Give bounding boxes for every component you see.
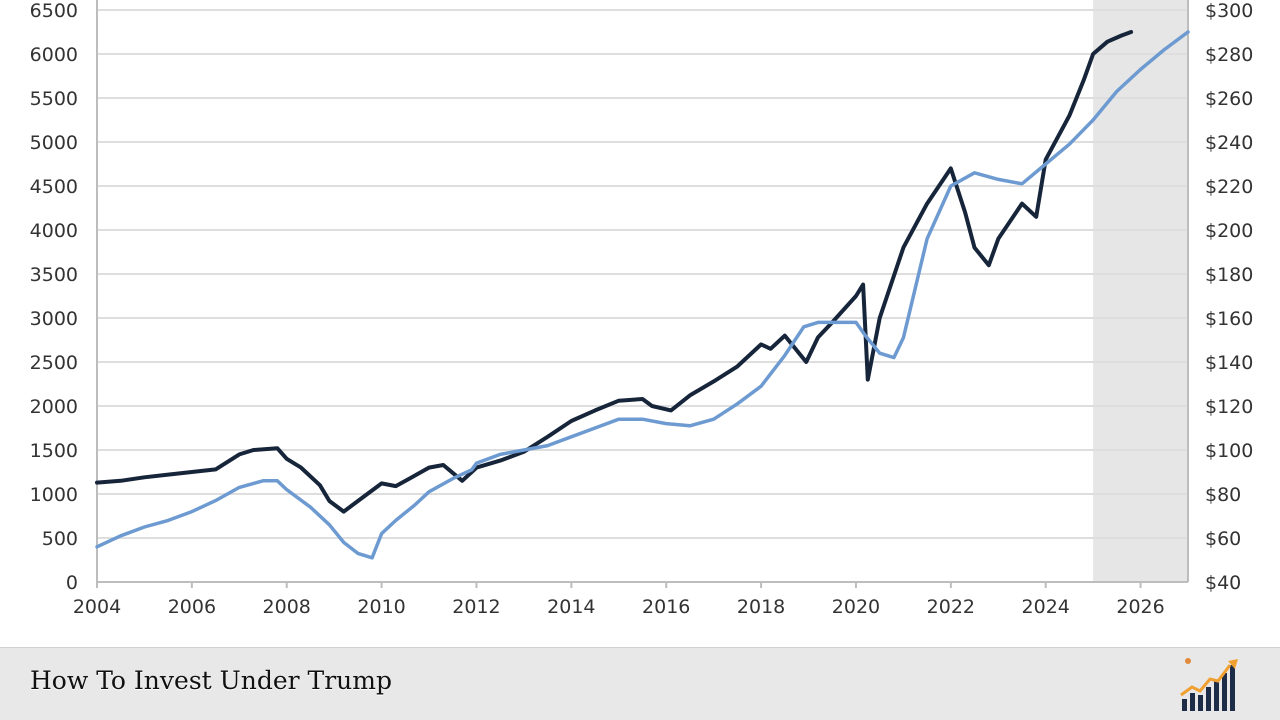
y-right-tick-label: $120 bbox=[1205, 396, 1253, 418]
y-left-tick-label: 500 bbox=[42, 528, 78, 550]
x-tick-label: 2008 bbox=[263, 596, 311, 618]
y-left-tick-label: 1000 bbox=[30, 484, 78, 506]
x-tick-label: 2018 bbox=[737, 596, 785, 618]
x-tick-label: 2024 bbox=[1022, 596, 1070, 618]
y-right-tick-label: $300 bbox=[1205, 0, 1253, 22]
y-left-tick-label: 4000 bbox=[30, 220, 78, 242]
x-tick-label: 2014 bbox=[547, 596, 595, 618]
x-tick-label: 2004 bbox=[73, 596, 121, 618]
y-right-tick-label: $80 bbox=[1205, 484, 1241, 506]
y-left-tick-label: 6500 bbox=[30, 0, 78, 22]
y-left-tick-label: 2000 bbox=[30, 396, 78, 418]
y-right-tick-label: $220 bbox=[1205, 176, 1253, 198]
y-left-tick-label: 3000 bbox=[30, 308, 78, 330]
footer-title: How To Invest Under Trump bbox=[30, 666, 392, 695]
x-tick-label: 2020 bbox=[832, 596, 880, 618]
earnings-series-line bbox=[95, 30, 1190, 560]
x-tick-label: 2012 bbox=[452, 596, 500, 618]
y-left-tick-label: 5500 bbox=[30, 88, 78, 110]
x-tick-label: 2006 bbox=[168, 596, 216, 618]
y-left-tick-label: 0 bbox=[66, 572, 78, 594]
y-right-tick-label: $60 bbox=[1205, 528, 1241, 550]
y-right-tick-label: $40 bbox=[1205, 572, 1241, 594]
y-left-tick-label: 2500 bbox=[30, 352, 78, 374]
index-series-line bbox=[95, 30, 1134, 514]
rising-chart-bars-logo-icon bbox=[1180, 658, 1238, 711]
y-right-tick-label: $180 bbox=[1205, 264, 1253, 286]
y-right-tick-label: $260 bbox=[1205, 88, 1253, 110]
y-left-tick-label: 6000 bbox=[30, 44, 78, 66]
y-right-tick-label: $280 bbox=[1205, 44, 1253, 66]
y-right-tick-label: $240 bbox=[1205, 132, 1253, 154]
chart: 0 500 1000 1500 2000 2500 3000 3500 4000 4500 5000… bbox=[30, 0, 1253, 618]
y-left-tick-label: 5000 bbox=[30, 132, 78, 154]
y-right-tick-label: $100 bbox=[1205, 440, 1253, 462]
x-tick-label: 2026 bbox=[1116, 596, 1164, 618]
chart-svg: 0 500 1000 1500 2000 2500 3000 3500 4000 4500 5000… bbox=[30, 0, 1253, 618]
y-right-tick-label: $200 bbox=[1205, 220, 1253, 242]
x-tick-label: 2022 bbox=[927, 596, 975, 618]
y-left-tick-label: 4500 bbox=[30, 176, 78, 198]
x-tick-label: 2016 bbox=[642, 596, 690, 618]
footer-bar: How To Invest Under Trump bbox=[0, 647, 1280, 720]
x-tick-label: 2010 bbox=[357, 596, 405, 618]
y-left-tick-label: 3500 bbox=[30, 264, 78, 286]
y-left-tick-label: 1500 bbox=[30, 440, 78, 462]
y-right-tick-label: $140 bbox=[1205, 352, 1253, 374]
y-right-tick-label: $160 bbox=[1205, 308, 1253, 330]
